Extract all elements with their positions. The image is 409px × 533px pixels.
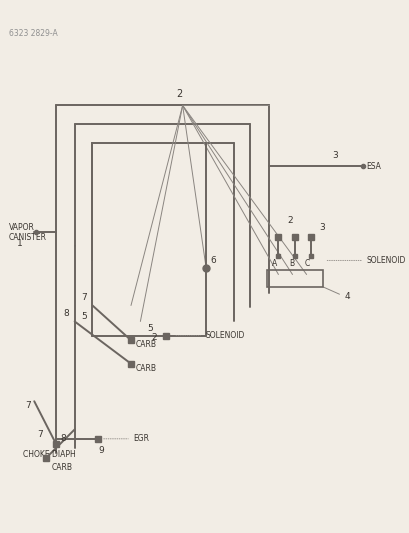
Text: 9: 9 (98, 446, 103, 455)
Text: A: A (272, 259, 276, 268)
Text: 8: 8 (61, 434, 66, 443)
Text: 8: 8 (63, 310, 69, 318)
Text: 6: 6 (210, 256, 216, 265)
Text: ESA: ESA (365, 162, 380, 171)
Text: SOLENOID: SOLENOID (366, 256, 405, 265)
Text: SOLENOID: SOLENOID (204, 331, 244, 340)
Text: 1: 1 (17, 239, 23, 248)
Text: 3: 3 (331, 151, 337, 160)
Text: CARB: CARB (51, 463, 72, 472)
Text: 3: 3 (318, 223, 324, 232)
Text: CHOKE DIAPH: CHOKE DIAPH (23, 450, 76, 459)
Text: 7: 7 (25, 401, 31, 410)
Text: 5: 5 (81, 312, 87, 321)
Text: 5: 5 (146, 324, 152, 333)
Text: CARB: CARB (135, 341, 156, 350)
Text: 7: 7 (81, 294, 87, 302)
Text: EGR: EGR (133, 434, 148, 443)
Text: CARB: CARB (135, 364, 156, 373)
Text: B: B (288, 259, 293, 268)
Text: 7: 7 (37, 430, 43, 439)
Text: VAPOR
CANISTER: VAPOR CANISTER (9, 223, 47, 242)
Text: 2: 2 (287, 215, 293, 224)
Bar (267, 270, 322, 287)
Text: 6323 2829-A: 6323 2829-A (9, 29, 58, 38)
Text: C: C (304, 259, 310, 268)
Text: 4: 4 (343, 292, 349, 301)
Text: 2: 2 (151, 333, 157, 342)
Text: 2: 2 (175, 89, 182, 99)
